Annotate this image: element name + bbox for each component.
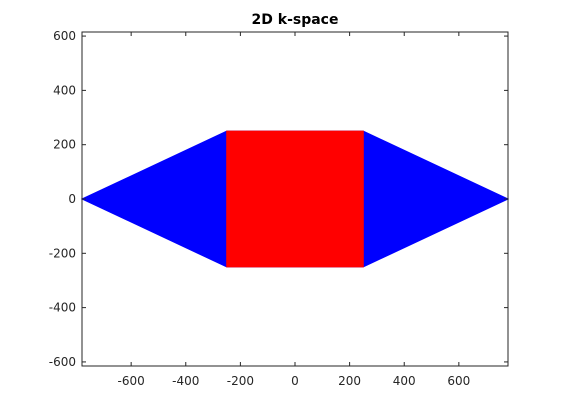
plot-marks: [80, 130, 510, 268]
y-tick-label: -400: [49, 301, 76, 315]
x-tick-label: 0: [291, 374, 299, 388]
chart-title: 2D k-space: [252, 12, 339, 28]
y-tick-label: 600: [53, 29, 76, 43]
x-tick-label: -600: [118, 374, 145, 388]
axes: -600 -400 -200 0 200 400 600 -600 -400 -200 0 200 40…: [49, 29, 509, 388]
y-tick-label: -600: [49, 355, 76, 369]
series-region-1: [226, 130, 364, 268]
y-tick-label: 0: [68, 192, 76, 206]
y-tick-label: 200: [53, 138, 76, 152]
y-tick-label: -200: [49, 246, 76, 260]
x-tick-label: 600: [447, 374, 470, 388]
x-tick-label: -400: [172, 374, 199, 388]
x-tick-label: -200: [227, 374, 254, 388]
x-tick-label: 400: [393, 374, 416, 388]
x-tick-label: 200: [338, 374, 361, 388]
y-tick-label: 400: [53, 83, 76, 97]
